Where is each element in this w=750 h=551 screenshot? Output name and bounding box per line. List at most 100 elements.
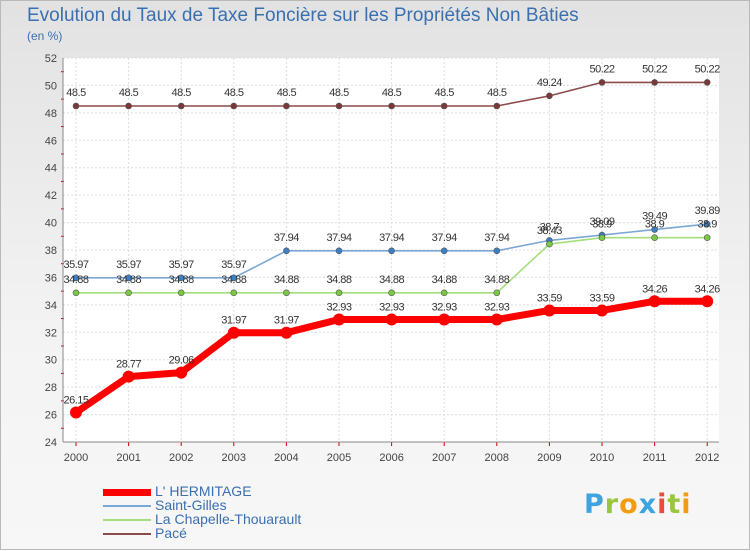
data-label-l-hermitage: 32.93 [326, 302, 351, 314]
data-label-l-hermitage: 31.97 [274, 315, 299, 327]
data-label-saint-gilles: 39.09 [589, 216, 614, 228]
data-point-l-hermitage [227, 326, 240, 339]
data-point-l-hermitage [70, 406, 82, 419]
data-point-saint-gilles [651, 226, 658, 233]
data-point-saint-gilles [72, 274, 80, 282]
data-label-pac: 48.5 [66, 87, 86, 99]
legend-label-pace: Pacé [155, 525, 187, 541]
logo-letter: o [619, 489, 639, 520]
y-tick-label: 52 [45, 53, 57, 65]
data-label-l-hermitage: 32.93 [484, 302, 509, 314]
data-point-saint-gilles [177, 274, 185, 282]
x-tick-label: 2009 [537, 452, 561, 464]
data-label-pac: 48.5 [277, 87, 297, 99]
data-label-pac: 48.5 [434, 87, 454, 99]
y-tick-label: 24 [45, 437, 57, 449]
data-point-la-chapelle-thouarault [283, 289, 290, 297]
y-tick-label: 38 [45, 245, 57, 257]
data-label-la-chapelle-thouarault: 34.88 [63, 274, 88, 286]
data-label-pac: 48.5 [329, 87, 349, 99]
data-label-pac: 49.24 [537, 77, 562, 89]
proxiti-logo: Proxiti [584, 489, 692, 520]
data-point-pac [230, 102, 238, 110]
x-tick-label: 2003 [222, 452, 246, 464]
data-point-l-hermitage [280, 326, 293, 339]
data-point-la-chapelle-thouarault [493, 289, 501, 297]
data-point-l-hermitage [333, 313, 345, 326]
data-label-la-chapelle-thouarault: 34.88 [116, 274, 141, 286]
y-tick-label: 44 [45, 163, 57, 175]
legend-label-saint-gilles: Saint-Gilles [155, 497, 227, 513]
data-label-saint-gilles: 37.94 [379, 232, 404, 244]
data-point-pac [125, 102, 132, 110]
data-label-saint-gilles: 35.97 [221, 259, 246, 271]
data-label-pac: 50.22 [642, 63, 667, 75]
data-label-pac: 48.5 [224, 87, 244, 99]
logo-letter: t [667, 489, 682, 520]
logo-letter: i [657, 489, 668, 520]
data-point-la-chapelle-thouarault [335, 289, 343, 297]
x-tick-label: 2000 [64, 452, 88, 464]
legend-label-la-chapelle-thouarault: La Chapelle-Thouarault [155, 511, 302, 527]
data-label-la-chapelle-thouarault: 34.88 [432, 274, 457, 286]
y-tick-label: 42 [45, 190, 57, 202]
data-point-la-chapelle-thouarault [388, 289, 395, 297]
data-label-la-chapelle-thouarault: 34.88 [379, 274, 404, 286]
data-label-l-hermitage: 33.59 [537, 292, 562, 304]
data-point-saint-gilles [388, 247, 395, 255]
data-label-saint-gilles: 37.94 [326, 232, 351, 244]
data-point-pac [651, 79, 658, 86]
y-tick-label: 36 [45, 272, 57, 284]
data-label-pac: 50.22 [589, 63, 614, 75]
data-label-la-chapelle-thouarault: 34.88 [169, 274, 194, 286]
data-label-la-chapelle-thouarault: 34.88 [484, 274, 509, 286]
logo-letter: i [681, 489, 692, 520]
data-point-l-hermitage [122, 370, 135, 383]
data-point-saint-gilles [335, 247, 343, 255]
legend-swatch-l-hermitage [103, 489, 151, 496]
data-label-saint-gilles: 37.94 [484, 232, 509, 244]
data-label-l-hermitage: 31.97 [221, 315, 246, 327]
data-point-saint-gilles [230, 274, 238, 282]
data-label-la-chapelle-thouarault: 34.88 [274, 274, 299, 286]
data-label-pac: 48.5 [171, 87, 191, 99]
legend-swatch-la-chapelle-thouarault [103, 519, 151, 521]
data-label-saint-gilles: 35.97 [63, 259, 88, 271]
x-tick-label: 2005 [327, 452, 351, 464]
data-label-saint-gilles: 38.7 [540, 221, 560, 233]
x-tick-label: 2001 [116, 452, 140, 464]
data-label-la-chapelle-thouarault: 34.88 [326, 274, 351, 286]
data-label-l-hermitage: 34.26 [642, 283, 667, 295]
data-label-l-hermitage: 33.59 [589, 292, 614, 304]
data-point-l-hermitage [701, 295, 714, 308]
data-label-l-hermitage: 32.93 [379, 302, 404, 314]
data-point-l-hermitage [438, 313, 451, 326]
data-label-la-chapelle-thouarault: 34.88 [221, 274, 246, 286]
data-label-saint-gilles: 35.97 [169, 259, 194, 271]
data-point-l-hermitage [648, 295, 661, 308]
data-point-l-hermitage [596, 304, 608, 317]
data-point-saint-gilles [125, 274, 132, 282]
data-point-saint-gilles [493, 247, 501, 255]
data-point-pac [703, 79, 711, 86]
x-tick-label: 2004 [274, 452, 298, 464]
data-point-la-chapelle-thouarault [125, 289, 132, 297]
y-tick-label: 48 [45, 108, 57, 120]
y-tick-label: 40 [45, 218, 57, 230]
data-label-la-chapelle-thouarault: 38.9 [697, 219, 717, 231]
data-point-pac [177, 102, 185, 110]
logo-letter: x [638, 489, 658, 520]
data-point-la-chapelle-thouarault [651, 234, 658, 241]
data-label-l-hermitage: 28.77 [116, 359, 141, 371]
data-point-la-chapelle-thouarault [546, 240, 553, 248]
data-point-saint-gilles [283, 247, 290, 255]
y-tick-label: 28 [45, 382, 57, 394]
data-point-la-chapelle-thouarault [72, 289, 80, 297]
data-point-saint-gilles [703, 220, 711, 228]
data-point-pac [546, 92, 553, 100]
data-label-l-hermitage: 32.93 [432, 302, 457, 314]
data-point-la-chapelle-thouarault [703, 234, 711, 241]
data-point-l-hermitage [385, 313, 398, 326]
